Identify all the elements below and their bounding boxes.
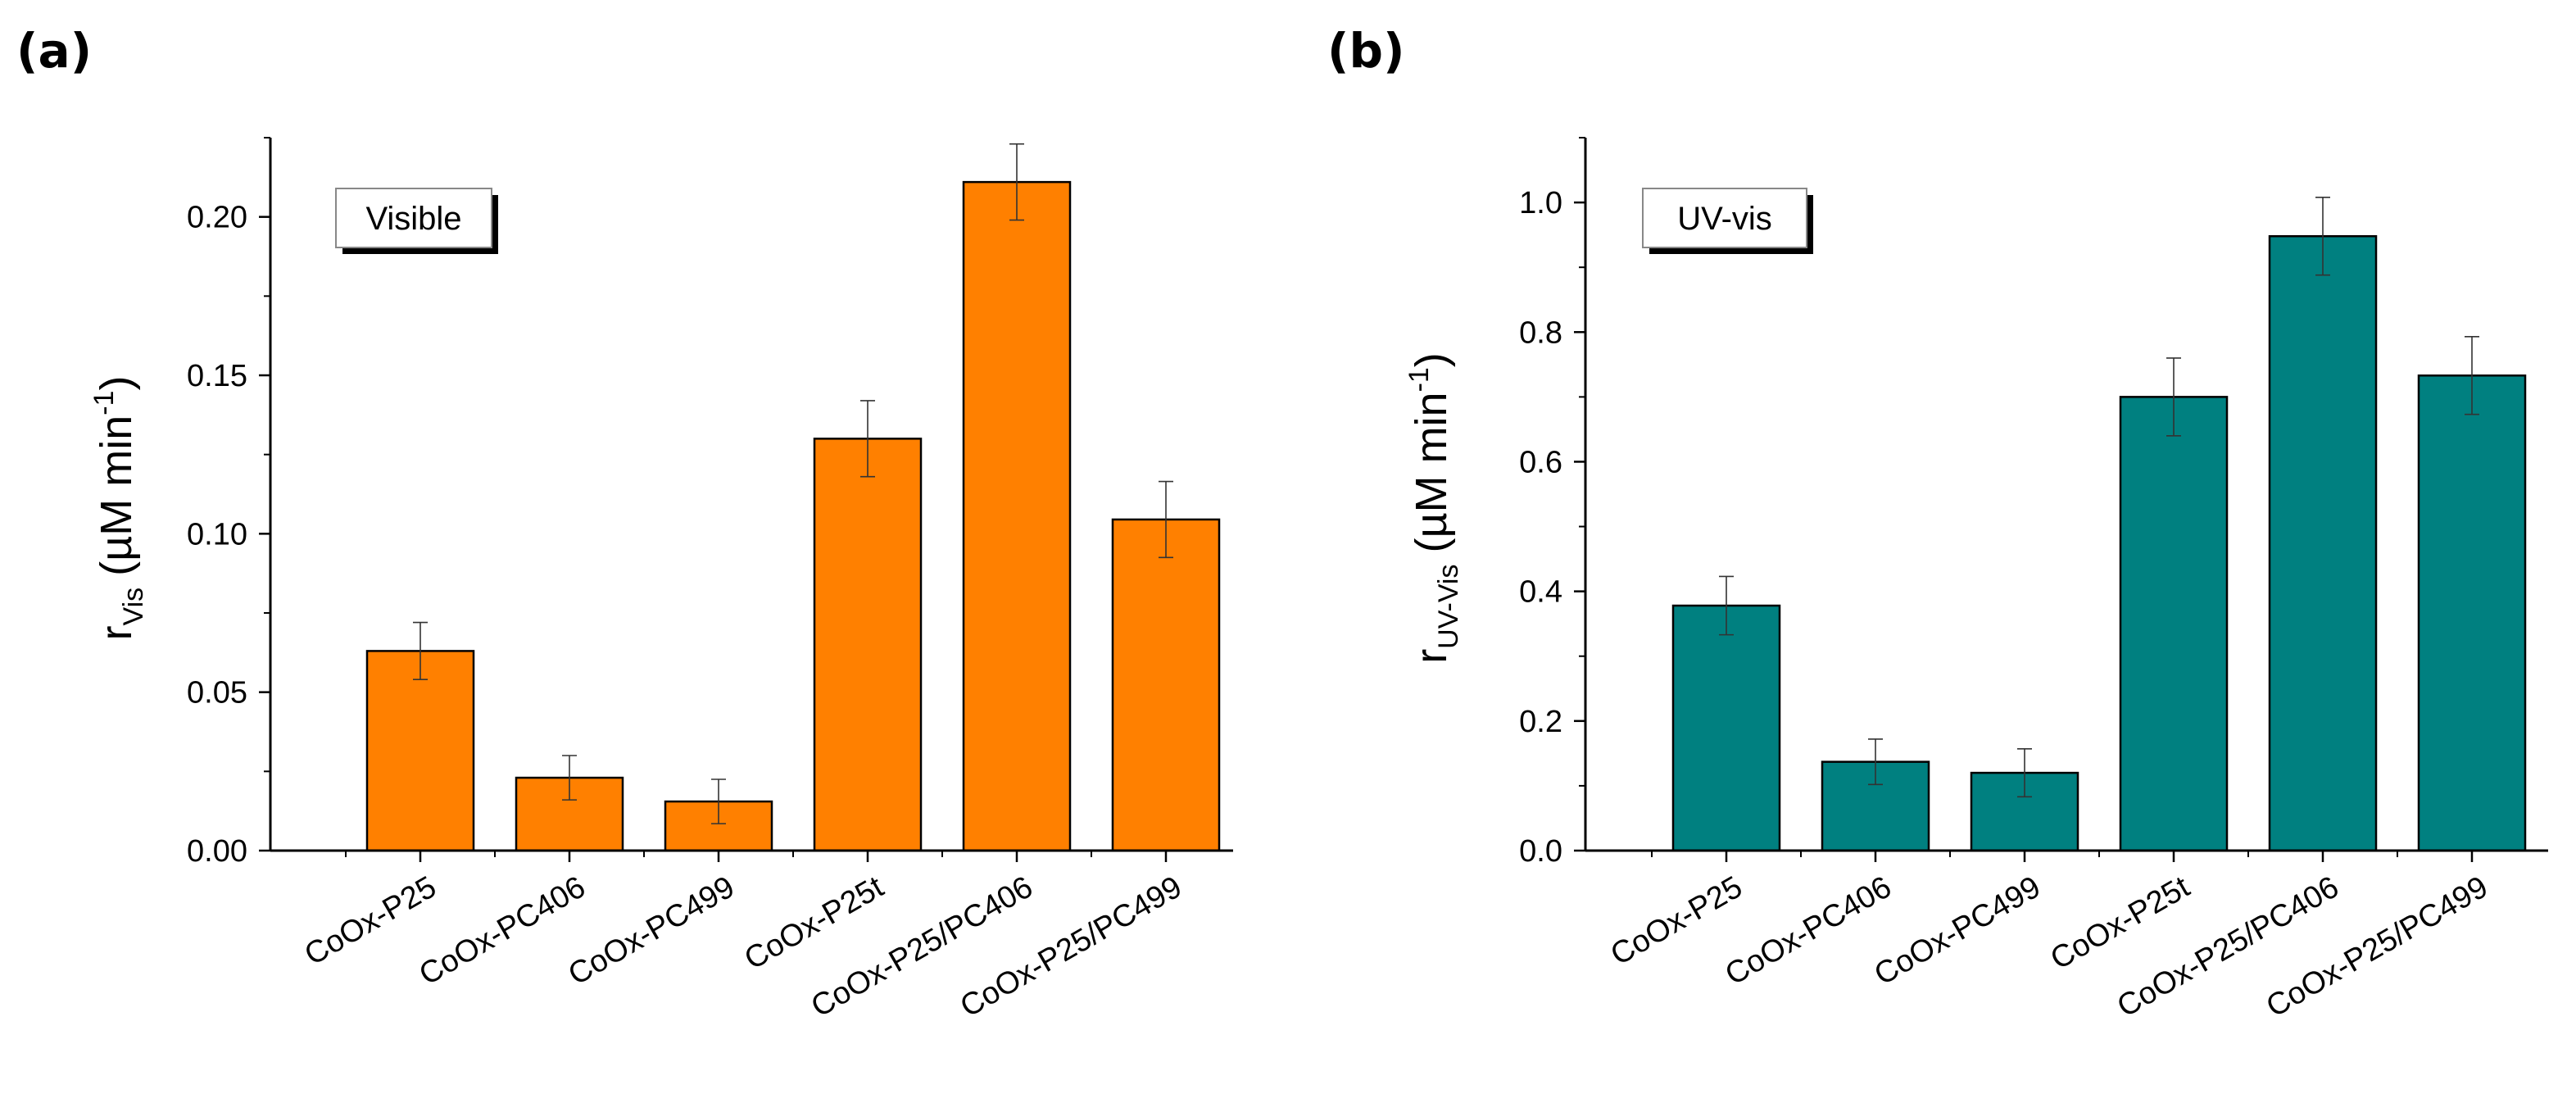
- panel-label-a: (a): [16, 23, 92, 79]
- y-label-exponent: -1: [1404, 367, 1435, 392]
- y-tick-label: 0.10: [187, 517, 247, 552]
- y-label-symbol: r: [1407, 649, 1456, 664]
- bar: [365, 650, 475, 852]
- y-tick-label: 0.4: [1519, 575, 1562, 610]
- panel-label-b: (b): [1327, 23, 1405, 79]
- y-axis-label: rVis (µM min-1): [88, 376, 149, 641]
- y-label-subscript: Vis: [118, 588, 149, 626]
- y-tick-label: 0.15: [187, 359, 247, 393]
- y-tick-label: 0.2: [1519, 705, 1562, 739]
- y-label-units: (µM min: [1407, 392, 1456, 552]
- chart-panel-b: CoOx-P25CoOx-PC406CoOx-PC499CoOx-P25tCoO…: [1404, 137, 2548, 1024]
- y-tick-label: 1.0: [1519, 186, 1562, 220]
- x-tick-label: CoOx-PC406: [1720, 869, 1898, 992]
- y-label-units: (µM min: [92, 415, 141, 576]
- y-label-subscript: UV-Vis: [1433, 565, 1464, 649]
- y-label-symbol: r: [92, 625, 141, 640]
- x-tick-label: CoOx-P25: [299, 869, 442, 972]
- bar: [2268, 234, 2378, 852]
- x-tick-label: CoOx-P25: [1605, 869, 1748, 972]
- y-tick-label: 0.0: [1519, 834, 1562, 869]
- legend-box: [1642, 188, 1807, 248]
- y-label-exponent: -1: [88, 391, 120, 415]
- y-tick-label: 0.00: [187, 834, 247, 869]
- y-tick-label: 0.05: [187, 676, 247, 710]
- legend-label: Visible: [365, 201, 461, 237]
- y-label-close: ): [1407, 352, 1456, 367]
- bar: [2119, 396, 2229, 852]
- y-axis-label: rUV-Vis (µM min-1): [1404, 352, 1464, 664]
- bar: [1111, 518, 1221, 852]
- x-tick-label: CoOx-PC406: [414, 869, 592, 992]
- y-label-close: ): [92, 376, 141, 391]
- legend-label: UV-vis: [1677, 201, 1772, 237]
- chart-panel-a: CoOx-P25CoOx-PC406CoOx-PC499CoOx-P25tCoO…: [88, 137, 1233, 1024]
- x-tick-label: CoOx-PC499: [1869, 869, 2047, 992]
- x-tick-label: CoOx-PC499: [563, 869, 741, 992]
- y-tick-label: 0.8: [1519, 315, 1562, 350]
- bar: [2417, 374, 2527, 852]
- y-tick-label: 0.6: [1519, 445, 1562, 479]
- legend-box: [335, 188, 492, 248]
- y-tick-label: 0.20: [187, 201, 247, 235]
- bar: [1671, 604, 1781, 852]
- bar: [962, 180, 1072, 852]
- bar: [813, 438, 923, 852]
